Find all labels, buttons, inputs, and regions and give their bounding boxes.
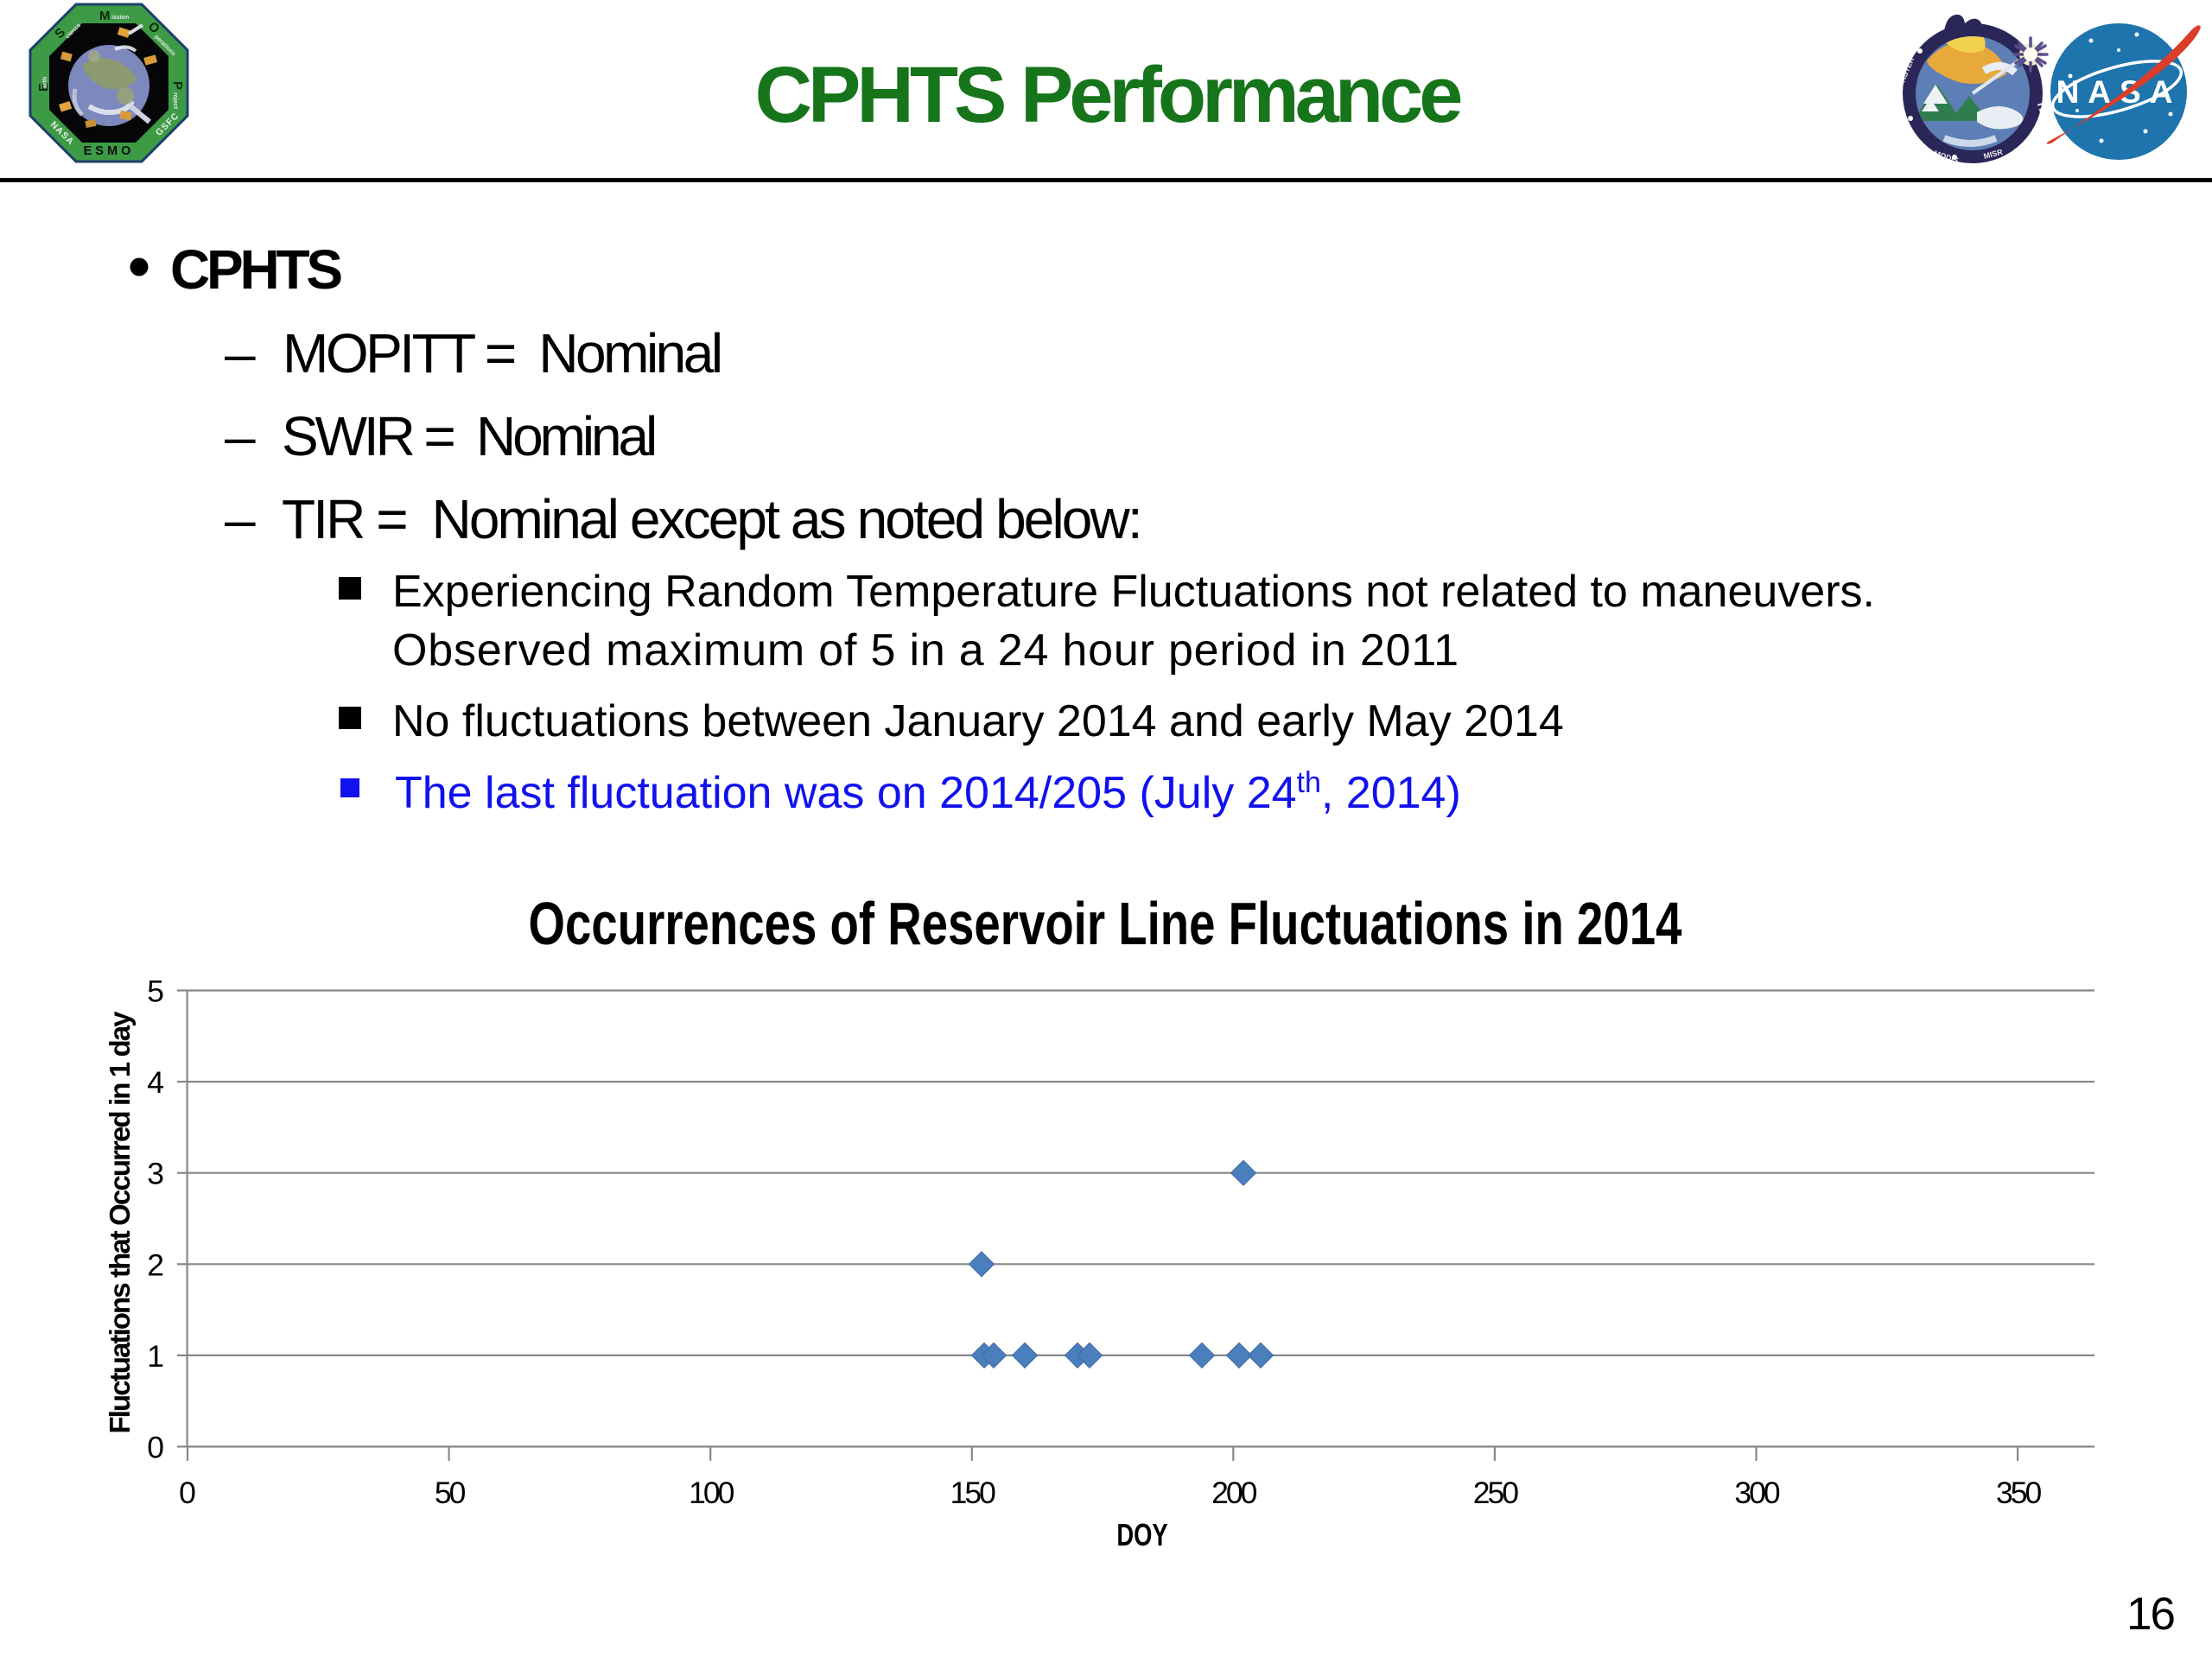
svg-text:50: 50	[435, 1476, 466, 1510]
svg-text:350: 350	[1996, 1476, 2041, 1510]
svg-text:0: 0	[147, 1431, 164, 1465]
svg-text:Occurrences of Reservoir Line: Occurrences of Reservoir Line Fluctuatio…	[529, 891, 1682, 958]
svg-text:100: 100	[689, 1476, 734, 1510]
svg-text:300: 300	[1734, 1476, 1779, 1510]
svg-text:2: 2	[147, 1247, 164, 1282]
svg-text:roject: roject	[172, 92, 178, 110]
svg-text:200: 200	[1211, 1476, 1256, 1510]
svg-text:16: 16	[2126, 1589, 2174, 1640]
svg-text:MOPITT = Nominal: MOPITT = Nominal	[283, 322, 721, 384]
svg-text:E: E	[36, 83, 51, 92]
svg-text:0: 0	[179, 1476, 196, 1510]
svg-text:Experiencing Random Temperatur: Experiencing Random Temperature Fluctuat…	[392, 567, 1875, 617]
svg-text:ESMO: ESMO	[84, 144, 135, 158]
svg-text:250: 250	[1473, 1476, 1518, 1510]
svg-text:4: 4	[147, 1065, 164, 1100]
svg-text:arth: arth	[42, 77, 48, 88]
svg-text:–: –	[225, 405, 256, 467]
svg-text:The last fluctuation was on 20: The last fluctuation was on 2014/205 (Ju…	[395, 766, 1461, 818]
svg-text:Fluctuations that Occurred in: Fluctuations that Occurred in 1 day	[104, 1011, 136, 1434]
svg-text:3: 3	[147, 1157, 164, 1191]
svg-text:Observed maximum of 5 in a 24: Observed maximum of 5 in a 24 hour perio…	[392, 625, 1459, 676]
svg-text:P: P	[170, 81, 185, 90]
svg-text:5: 5	[147, 974, 164, 1009]
svg-text:–: –	[225, 322, 256, 384]
svg-text:TIR = Nominal except as noted: TIR = Nominal except as noted below:	[282, 488, 1141, 550]
svg-text:1: 1	[147, 1339, 164, 1374]
svg-text:NASA: NASA	[2056, 74, 2182, 110]
svg-text:SWIR = Nominal: SWIR = Nominal	[282, 405, 654, 467]
svg-text:No fluctuations between Januar: No fluctuations between January 2014 and…	[392, 696, 1564, 746]
svg-text:M: M	[99, 9, 111, 23]
svg-text:DOY: DOY	[1116, 1517, 1167, 1552]
svg-text:CPHTS: CPHTS	[170, 238, 341, 301]
svg-text:ission: ission	[111, 15, 129, 21]
svg-text:150: 150	[950, 1476, 995, 1510]
svg-text:CPHTS Performance: CPHTS Performance	[755, 51, 1462, 139]
svg-text:–: –	[225, 488, 256, 550]
